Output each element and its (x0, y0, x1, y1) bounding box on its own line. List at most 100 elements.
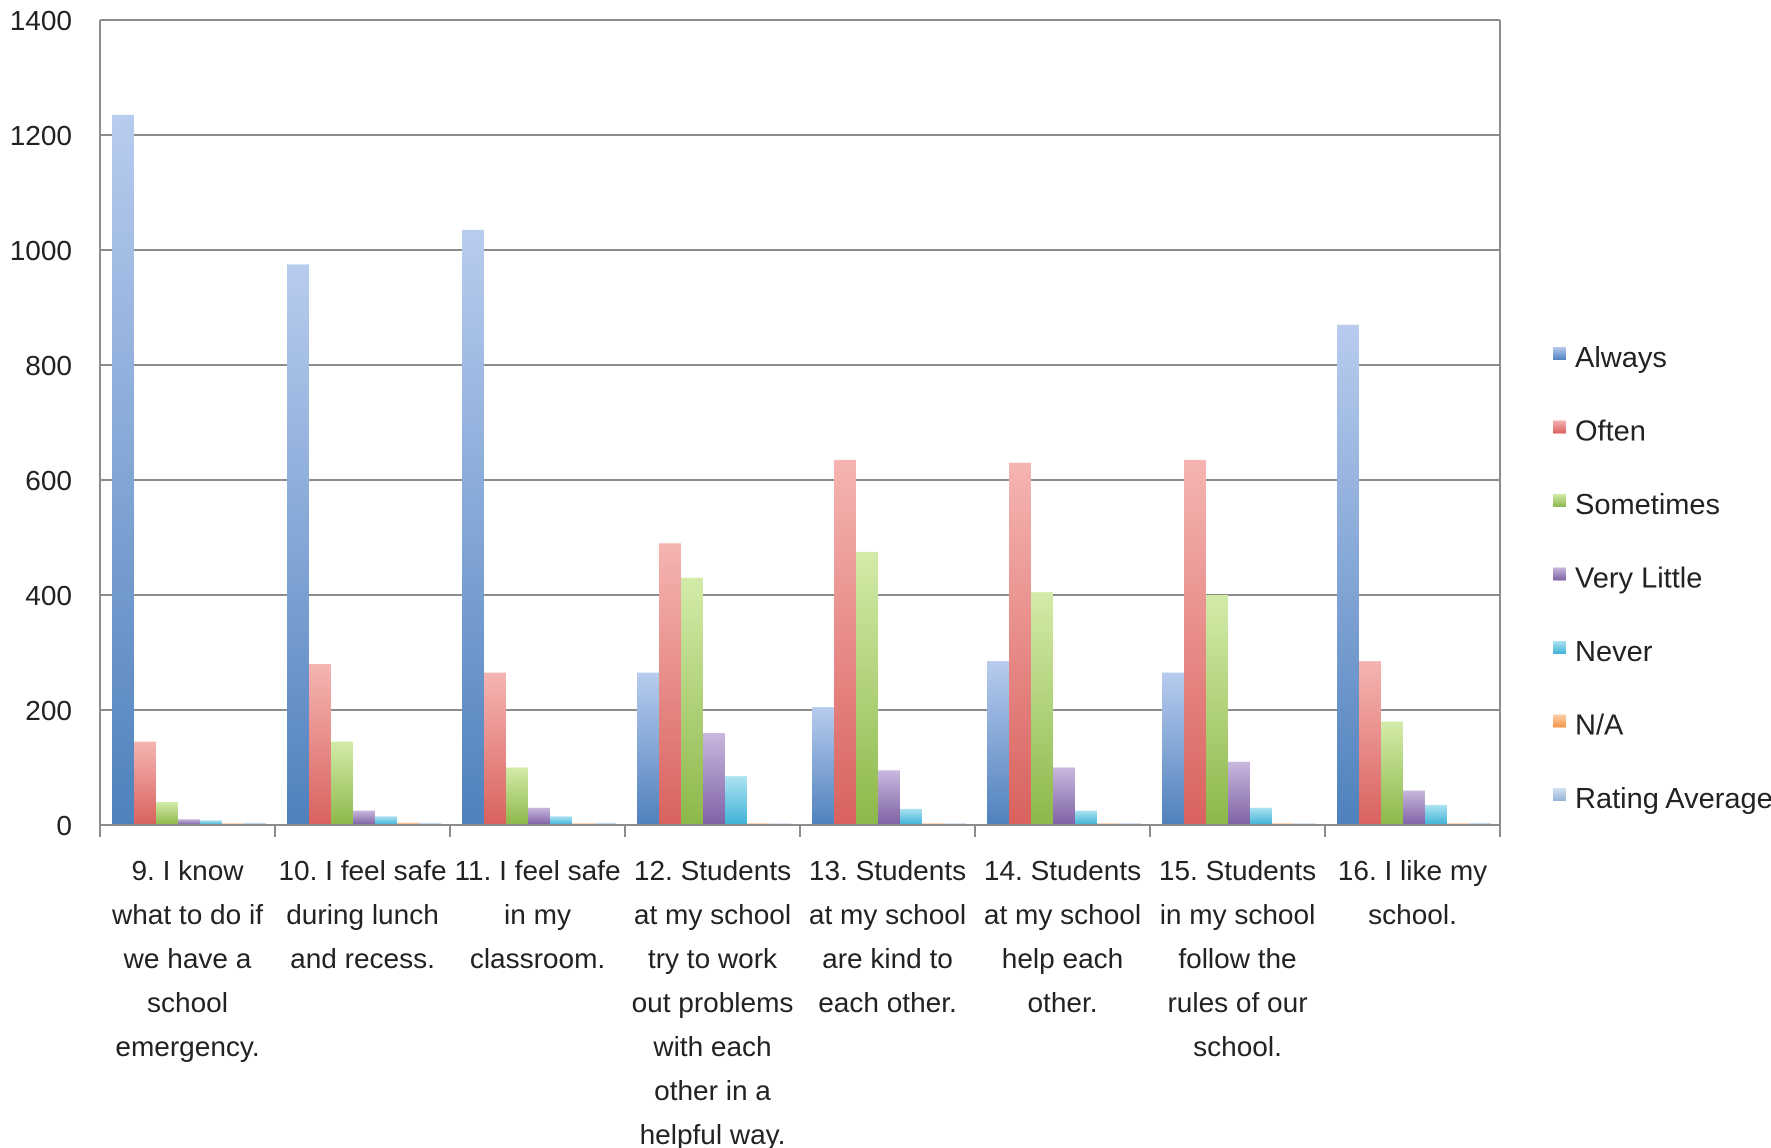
legend-label: N/A (1575, 710, 1624, 742)
bar-sometimes-1 (156, 802, 178, 825)
y-tick-label: 0 (56, 810, 72, 841)
bar-very-little-7 (1228, 761, 1250, 825)
legend-swatch (1553, 567, 1566, 581)
legend-swatch (1553, 420, 1566, 434)
bar-always-7 (1162, 672, 1184, 825)
x-category-label-line: school (147, 987, 228, 1018)
bar-always-4 (637, 672, 659, 825)
bar-often-8 (1359, 661, 1381, 825)
y-axis: 0 200 400 600 800 1000 1200 1400 (10, 5, 1501, 841)
x-category-label-line: follow the (1178, 943, 1296, 974)
x-category-label-line: are kind to (822, 943, 953, 974)
x-category-label: 12. Students at my school try to work out p… (632, 855, 794, 1148)
bar-never-4 (725, 776, 747, 825)
bar-always-5 (812, 707, 834, 825)
legend-swatch (1553, 714, 1566, 728)
bar-sometimes-6 (1031, 592, 1053, 825)
y-tick-label: 1000 (10, 235, 72, 266)
y-tick-label: 1200 (10, 120, 72, 151)
bar-often-6 (1009, 462, 1031, 825)
bar-sometimes-4 (681, 577, 703, 825)
bar-always-6 (987, 661, 1009, 825)
bar-often-1 (134, 741, 156, 825)
bar-n-a-2 (397, 822, 419, 825)
x-category-label-line: 10. I feel safe (278, 855, 446, 886)
legend-label: Sometimes (1575, 489, 1720, 521)
x-category-label-line: helpful way. (640, 1119, 786, 1148)
x-category-label-line: try to work (648, 943, 778, 974)
x-category-label: 10. I feel safe during lunch and recess. (278, 855, 446, 974)
bar-always-8 (1337, 324, 1359, 825)
bar-sometimes-7 (1206, 595, 1228, 825)
x-category-label-line: 14. Students (984, 855, 1141, 886)
x-category-label-line: in my school (1160, 899, 1316, 930)
bar-rating-average-1 (244, 822, 266, 825)
x-category-label: 16. I like my school. (1338, 855, 1487, 930)
legend-swatch (1553, 347, 1566, 360)
x-category-label-line: rules of our (1167, 987, 1307, 1018)
x-category-label-line: each other. (818, 987, 957, 1018)
x-category-label-line: with each (652, 1031, 771, 1062)
x-axis: 9. I know what to do if we have a school eme… (99, 824, 1501, 1148)
bar-always-3 (462, 229, 484, 825)
x-category-label-line: out problems (632, 987, 794, 1018)
legend-swatch (1553, 788, 1566, 801)
x-category-label-line: we have a (123, 943, 252, 974)
bar-sometimes-2 (331, 741, 353, 825)
bar-always-1 (112, 114, 134, 825)
y-tick-label: 1400 (10, 5, 72, 36)
x-category-label-line: emergency. (115, 1031, 259, 1062)
x-category-label-line: at my school (984, 899, 1141, 930)
x-category-label-line: 16. I like my (1338, 855, 1487, 886)
legend-label: Never (1575, 636, 1653, 668)
bar-often-4 (659, 543, 681, 825)
y-tick-label: 200 (25, 695, 72, 726)
bar-often-7 (1184, 459, 1206, 825)
y-tick-label: 800 (25, 350, 72, 381)
x-category-label-line: 15. Students (1159, 855, 1316, 886)
bar-sometimes-3 (506, 767, 528, 825)
y-tick-label: 600 (25, 465, 72, 496)
bar-rating-average-2 (419, 822, 441, 825)
x-category-label-line: 9. I know (131, 855, 244, 886)
bar-never-2 (375, 816, 397, 825)
bar-very-little-5 (878, 770, 900, 825)
bar-never-1 (200, 820, 222, 825)
bar-very-little-4 (703, 733, 725, 825)
bar-never-6 (1075, 810, 1097, 825)
x-category-label-line: during lunch (286, 899, 439, 930)
legend: Always Often Sometimes Very Little Never N/A R… (1553, 342, 1771, 815)
x-category-label-line: and recess. (290, 943, 435, 974)
x-category-label-line: school. (1368, 899, 1457, 930)
bar-never-8 (1425, 804, 1447, 825)
x-category-label-line: 13. Students (809, 855, 966, 886)
x-category-label-line: in my (504, 899, 571, 930)
bar-never-7 (1250, 807, 1272, 825)
x-category-label: 9. I know what to do if we have a school eme… (111, 855, 263, 1062)
x-category-label: 11. I feel safe in my classroom. (454, 855, 620, 974)
legend-label: Always (1575, 342, 1667, 374)
x-category-label-line: other. (1027, 987, 1097, 1018)
x-category-label-line: other in a (654, 1075, 771, 1106)
x-category-label: 13. Students at my school are kind to each … (809, 855, 966, 1018)
gridlines (100, 19, 1500, 826)
bar-sometimes-8 (1381, 721, 1403, 825)
x-category-label-line: at my school (634, 899, 791, 930)
bar-very-little-1 (178, 819, 200, 825)
x-category-label: 15. Students in my school follow the rules … (1159, 855, 1316, 1062)
x-category-label-line: classroom. (470, 943, 605, 974)
legend-label: Very Little (1575, 563, 1702, 595)
x-category-label-line: help each (1002, 943, 1123, 974)
bar-very-little-3 (528, 807, 550, 825)
bar-never-5 (900, 808, 922, 825)
bar-rating-average-3 (594, 822, 616, 825)
bar-very-little-2 (353, 810, 375, 825)
bar-often-3 (484, 672, 506, 825)
bar-very-little-8 (1403, 790, 1425, 825)
x-category-label-line: what to do if (111, 899, 263, 930)
x-category-label-line: 12. Students (634, 855, 791, 886)
bar-always-2 (287, 264, 309, 825)
legend-swatch (1553, 494, 1566, 507)
bar-sometimes-5 (856, 551, 878, 825)
